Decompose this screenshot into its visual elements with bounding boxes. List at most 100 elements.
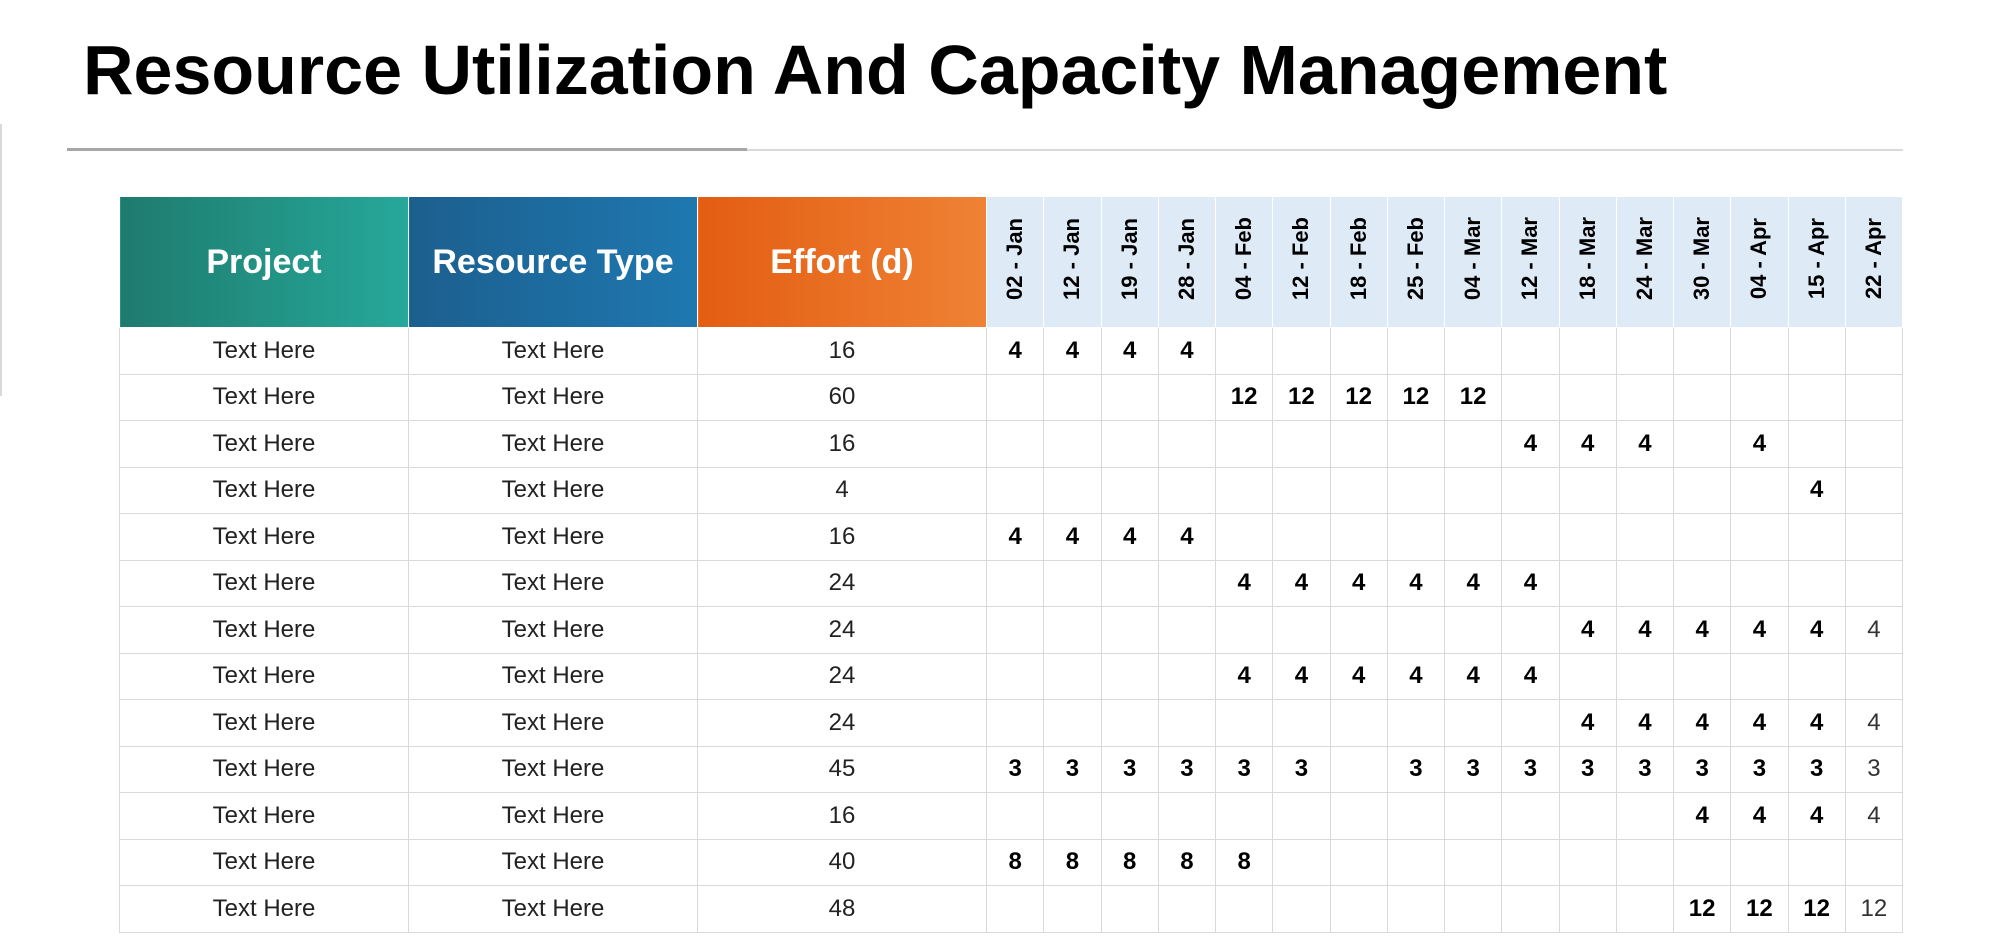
week-cell <box>1730 838 1789 886</box>
week-cell <box>1157 699 1217 747</box>
week-cell <box>1844 373 1904 421</box>
week-cell: 12 <box>1787 885 1846 933</box>
week-cell <box>1787 652 1846 700</box>
week-cell: 3 <box>1672 745 1732 793</box>
week-cell <box>1615 327 1675 375</box>
week-cell: 4 <box>1787 699 1846 747</box>
week-cell <box>1329 745 1388 793</box>
week-cell: 4 <box>1100 513 1159 561</box>
effort-cell: 16 <box>697 420 987 468</box>
week-cell <box>1501 327 1560 375</box>
week-cell <box>1386 606 1446 654</box>
week-header: 12 - Feb <box>1272 196 1331 328</box>
week-cell: 8 <box>985 838 1045 886</box>
project-cell: Text Here <box>119 327 409 375</box>
project-cell: Text Here <box>119 373 409 421</box>
week-cell <box>1844 652 1904 700</box>
week-cell <box>1214 885 1274 933</box>
week-cell <box>985 606 1045 654</box>
week-cell: 4 <box>1501 559 1560 607</box>
week-cell <box>1672 652 1732 700</box>
week-cell <box>1157 606 1217 654</box>
week-cell: 12 <box>1730 885 1789 933</box>
week-cell: 4 <box>1672 792 1732 840</box>
week-cell <box>1329 513 1388 561</box>
table-row: Text Here Text Here 40 8 8 8 8 8 <box>119 838 1904 886</box>
week-cell <box>1672 513 1732 561</box>
effort-cell: 24 <box>697 559 987 607</box>
week-cell <box>1615 652 1675 700</box>
week-header: 28 - Jan <box>1157 196 1217 328</box>
project-cell: Text Here <box>119 885 409 933</box>
week-label: 25 - Feb <box>1402 217 1428 301</box>
week-cell <box>1615 373 1675 421</box>
project-cell: Text Here <box>119 699 409 747</box>
week-cell <box>1043 792 1102 840</box>
week-cell <box>1615 838 1675 886</box>
week-cell <box>1329 838 1388 886</box>
week-label: 28 - Jan <box>1173 218 1199 300</box>
week-cell: 4 <box>1214 559 1274 607</box>
week-cell <box>1386 792 1446 840</box>
week-cell: 4 <box>1443 559 1503 607</box>
schedule-table: Project Resource Type Effort (d) 02 - Ja… <box>119 196 1904 933</box>
effort-cell: 16 <box>697 513 987 561</box>
week-label: 18 - Feb <box>1345 217 1371 301</box>
week-cell <box>1329 466 1388 514</box>
week-label: 18 - Mar <box>1574 217 1600 301</box>
week-cell: 4 <box>1672 699 1732 747</box>
table-row: Text Here Text Here 16 4 4 4 4 <box>119 327 1904 375</box>
week-cell: 3 <box>1558 745 1617 793</box>
week-cell <box>1272 420 1331 468</box>
week-cell: 4 <box>1787 792 1846 840</box>
week-header: 19 - Jan <box>1100 196 1159 328</box>
week-cell <box>1672 327 1732 375</box>
week-cell <box>1787 513 1846 561</box>
week-cell <box>985 420 1045 468</box>
week-cell <box>1386 420 1446 468</box>
week-cell: 4 <box>1844 606 1904 654</box>
week-cell <box>985 466 1045 514</box>
week-cell: 4 <box>1214 652 1274 700</box>
table-row: Text Here Text Here 45 3 3 3 3 3 3 3 3 3 3 3 3 3 3 3 <box>119 745 1904 793</box>
week-cell: 12 <box>1672 885 1732 933</box>
project-cell: Text Here <box>119 792 409 840</box>
week-cell <box>1214 327 1274 375</box>
week-cell <box>985 559 1045 607</box>
week-label: 04 - Apr <box>1746 218 1772 300</box>
week-header: 18 - Mar <box>1558 196 1617 328</box>
week-cell: 4 <box>1501 652 1560 700</box>
week-label: 04 - Feb <box>1231 217 1257 301</box>
week-cell <box>1329 327 1388 375</box>
week-cell <box>1558 885 1617 933</box>
header-cell: Project <box>119 196 409 328</box>
effort-cell: 16 <box>697 327 987 375</box>
table-row: Text Here Text Here 24 4 4 4 4 4 4 <box>119 559 1904 607</box>
week-cell: 4 <box>1730 606 1789 654</box>
week-cell <box>1501 885 1560 933</box>
week-cell: 3 <box>1157 745 1217 793</box>
week-cell <box>1272 466 1331 514</box>
effort-cell: 16 <box>697 792 987 840</box>
week-cell <box>1558 559 1617 607</box>
week-cell <box>985 699 1045 747</box>
week-cell <box>1730 327 1789 375</box>
week-label: 02 - Jan <box>1002 218 1028 300</box>
week-cell <box>1558 466 1617 514</box>
title: Resource Utilization And Capacity Manage… <box>83 31 1668 109</box>
week-cell <box>1730 652 1789 700</box>
week-cell: 12 <box>1329 373 1388 421</box>
week-cell <box>1157 420 1217 468</box>
resource-cell: Text Here <box>408 513 698 561</box>
week-cell: 4 <box>1329 652 1388 700</box>
week-cell <box>1157 466 1217 514</box>
week-cell <box>1443 838 1503 886</box>
week-cell <box>1043 373 1102 421</box>
week-cell <box>1386 513 1446 561</box>
week-cell <box>1214 792 1274 840</box>
week-cell: 4 <box>1043 327 1102 375</box>
week-cell: 4 <box>1787 466 1846 514</box>
effort-cell: 24 <box>697 699 987 747</box>
week-cell <box>1558 652 1617 700</box>
week-cell <box>1443 420 1503 468</box>
